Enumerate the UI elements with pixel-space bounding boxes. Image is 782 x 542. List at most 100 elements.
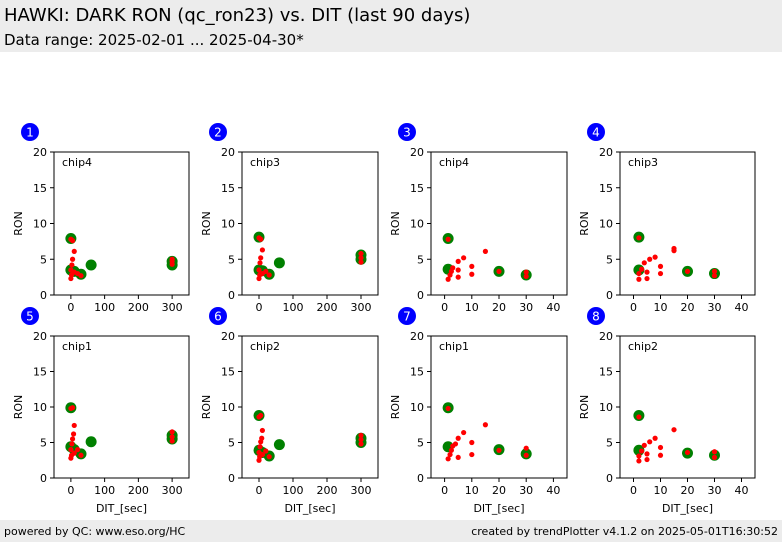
data-point (445, 236, 451, 242)
x-tick-label: 40 (735, 484, 749, 497)
data-point (258, 236, 264, 242)
data-point (711, 273, 718, 279)
x-tick-label: 100 (94, 484, 115, 497)
chart-panel-4: 4 chip3 0 5 10 15 20 0 10 20 30 40 RON (578, 123, 756, 314)
data-point (257, 260, 263, 266)
data-point (671, 427, 677, 433)
x-axis-label: DIT_[sec] (662, 502, 713, 515)
y-tick-label: 20 (221, 146, 235, 159)
data-point (358, 250, 364, 257)
y-tick-label: 20 (599, 330, 613, 343)
x-tick-label: 0 (630, 301, 637, 314)
x-tick-label: 10 (654, 484, 668, 497)
data-point (636, 458, 642, 464)
data-point (636, 453, 642, 459)
data-point (636, 414, 642, 420)
chip-label: chip4 (439, 156, 469, 169)
x-tick-label: 10 (465, 301, 479, 314)
chart-panel-8: 8 chip2 0 5 10 15 20 0 10 20 30 40 RON DIT_[sec] (578, 307, 756, 515)
x-tick-label: 30 (708, 301, 722, 314)
data-point (652, 254, 658, 260)
data-point (450, 265, 456, 271)
x-tick-label: 300 (351, 484, 372, 497)
y-axis-label: RON (578, 211, 591, 236)
panel-number-label: 6 (214, 310, 222, 324)
data-point (639, 266, 645, 272)
chip-label: chip2 (250, 340, 280, 353)
x-tick-label: 30 (519, 484, 533, 497)
y-tick-label: 15 (33, 366, 47, 379)
data-point (644, 269, 650, 275)
y-tick-label: 15 (410, 366, 424, 379)
data-point (482, 248, 488, 254)
chip-label: chip3 (628, 156, 658, 169)
data-point (69, 256, 76, 262)
panel-number-label: 5 (26, 310, 34, 324)
data-point (169, 256, 175, 262)
y-axis-label: RON (12, 395, 25, 420)
page-title: HAWKI: DARK RON (qc_ron23) vs. DIT (last… (4, 5, 471, 26)
data-point (358, 432, 364, 438)
mean-marker (85, 259, 97, 271)
x-tick-label: 10 (654, 301, 668, 314)
data-point (469, 263, 475, 269)
data-point (523, 273, 529, 280)
x-tick-label: 0 (441, 301, 448, 314)
y-tick-label: 15 (221, 366, 235, 379)
data-point (711, 449, 718, 455)
x-tick-label: 100 (94, 301, 115, 314)
data-point (169, 434, 175, 440)
data-point (469, 439, 475, 446)
data-point (169, 438, 175, 444)
data-point (452, 441, 459, 447)
data-point (448, 447, 454, 453)
x-tick-label: 20 (492, 301, 506, 314)
chip-label: chip1 (62, 340, 92, 353)
data-point (263, 448, 269, 454)
data-point (647, 439, 653, 445)
y-axis-label: RON (578, 395, 591, 420)
chip-label: chip4 (62, 156, 92, 169)
panel-number-badge (209, 307, 227, 325)
data-point (711, 268, 718, 275)
y-tick-label: 0 (417, 472, 424, 485)
x-tick-label: 30 (519, 301, 533, 314)
data-point (263, 268, 269, 275)
chip-label: chip3 (250, 156, 280, 169)
data-point (257, 444, 263, 450)
header-bar: HAWKI: DARK RON (qc_ron23) vs. DIT (last… (0, 0, 782, 52)
x-tick-label: 40 (546, 484, 560, 497)
panel-number-label: 2 (214, 126, 222, 140)
panel-number-label: 1 (26, 126, 34, 140)
data-point (461, 429, 467, 436)
data-point (461, 255, 467, 261)
data-point (258, 255, 264, 261)
data-point (641, 260, 647, 266)
data-point (652, 435, 658, 441)
data-point (358, 259, 364, 265)
data-point (455, 274, 461, 280)
x-tick-label: 20 (492, 484, 506, 497)
y-tick-label: 10 (410, 218, 424, 231)
x-tick-label: 0 (630, 484, 637, 497)
panel-number-badge (587, 123, 605, 141)
data-point (455, 435, 461, 441)
x-tick-label: 40 (735, 301, 749, 314)
panel-number-badge (587, 307, 605, 325)
panel-number-label: 8 (592, 310, 600, 324)
data-point (647, 256, 653, 262)
y-tick-label: 5 (228, 437, 235, 450)
y-tick-label: 15 (599, 182, 613, 195)
y-tick-label: 20 (33, 330, 47, 343)
data-point (644, 275, 650, 282)
y-tick-label: 5 (606, 253, 613, 266)
data-point (445, 276, 451, 282)
data-point (523, 445, 529, 451)
data-point (482, 422, 488, 428)
chart-panel-7: 7 chip1 0 5 10 15 20 0 10 20 30 40 RON DIT_[sec] (389, 307, 568, 515)
data-point (78, 273, 84, 279)
